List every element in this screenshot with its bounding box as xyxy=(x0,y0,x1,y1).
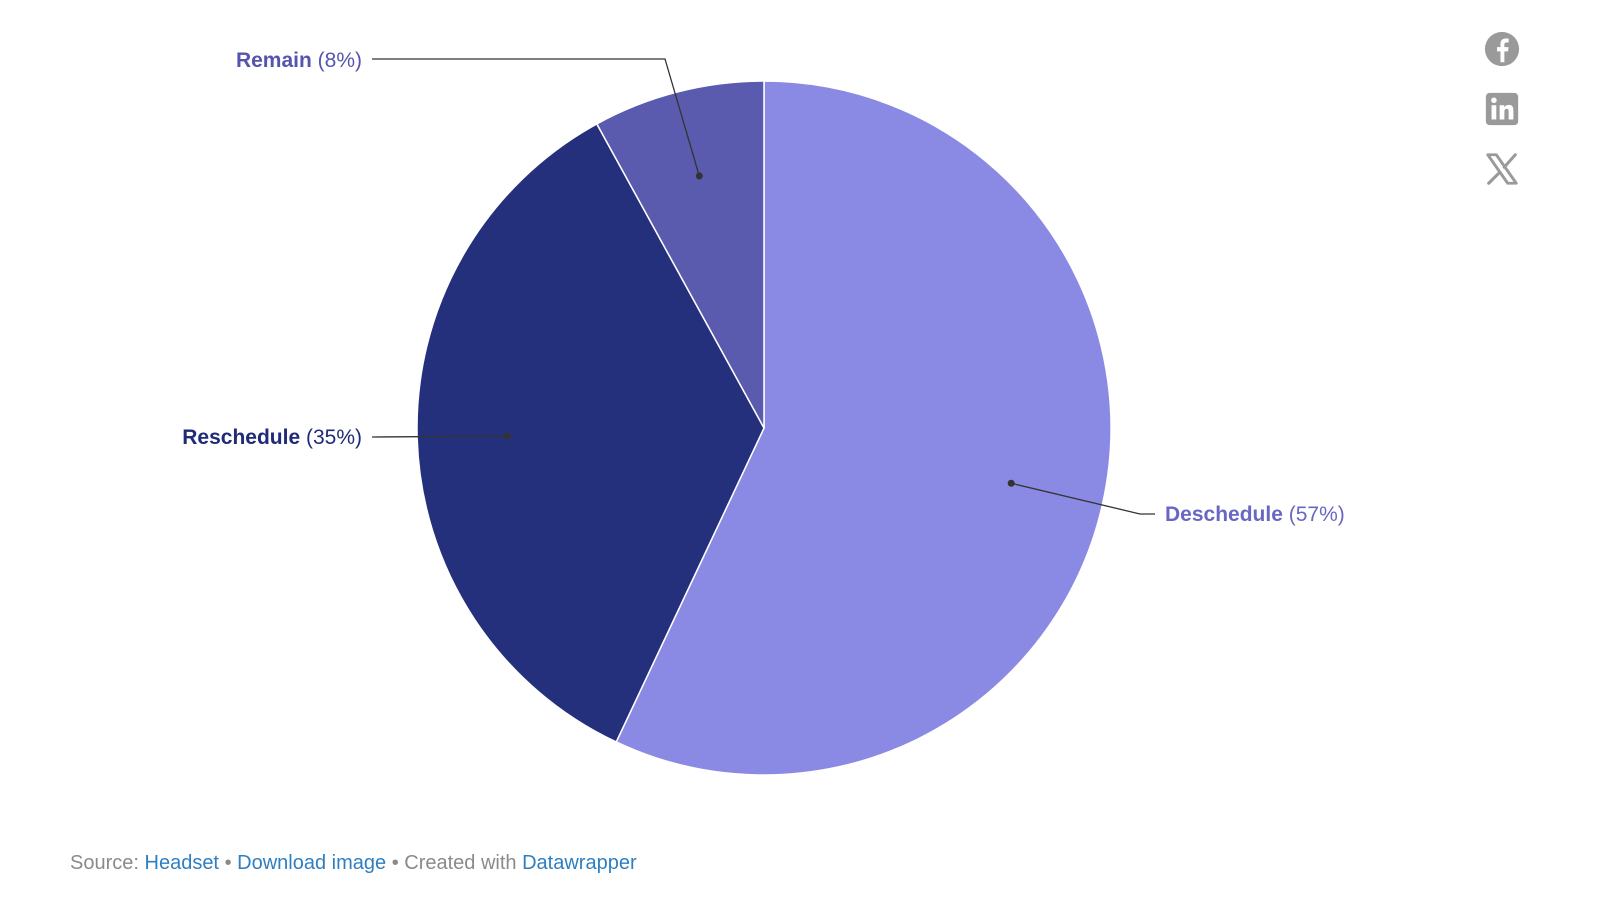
slice-label-value: (35%) xyxy=(300,426,362,449)
facebook-icon[interactable] xyxy=(1483,30,1521,68)
leader-line-deschedule xyxy=(1011,482,1155,515)
datawrapper-link[interactable]: Datawrapper xyxy=(522,852,637,874)
share-bar xyxy=(1482,30,1522,188)
slice-label-name: Deschedule xyxy=(1165,503,1283,526)
slice-labels: Deschedule (57%) Reschedule (35%) Remain (… xyxy=(182,49,1345,526)
footer-separator: • xyxy=(224,852,232,874)
chart-footer: Source: Headset • Download image • Creat… xyxy=(70,852,637,875)
footer-separator: • xyxy=(391,852,399,874)
linkedin-icon[interactable] xyxy=(1483,90,1521,128)
download-image-link[interactable]: Download image xyxy=(237,852,387,874)
slice-label-value: (8%) xyxy=(312,49,362,72)
slice-label-name: Reschedule xyxy=(182,426,300,449)
pie-slice-reschedule xyxy=(416,122,765,743)
slice-label-deschedule: Deschedule (57%) xyxy=(1165,503,1345,526)
created-with-text: Created with xyxy=(404,852,517,874)
leader-dot-deschedule xyxy=(1007,479,1015,487)
source-link[interactable]: Headset xyxy=(144,852,220,874)
pie-slice-remain xyxy=(595,80,765,429)
leader-lines xyxy=(371,58,1155,515)
leader-dot-remain xyxy=(695,172,703,180)
leader-line-remain xyxy=(372,58,700,177)
pie-slices xyxy=(416,80,1112,776)
slice-label-remain: Remain (8%) xyxy=(236,49,362,72)
pie-slice-deschedule xyxy=(615,80,1112,776)
source-prefix: Source: xyxy=(70,852,139,874)
slice-label-name: Remain xyxy=(236,49,312,72)
leader-dot-reschedule xyxy=(503,432,511,440)
x-icon[interactable] xyxy=(1483,150,1521,188)
slice-label-reschedule: Reschedule (35%) xyxy=(182,426,362,449)
slice-label-value: (57%) xyxy=(1283,503,1345,526)
leader-line-reschedule xyxy=(371,435,508,438)
